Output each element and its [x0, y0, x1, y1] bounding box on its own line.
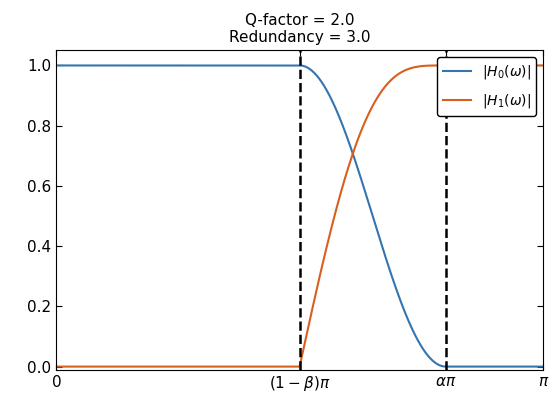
$|H_1(\omega)|$: [77, 364, 84, 369]
$|H_0(\omega)|$: [290, 63, 296, 68]
$|H_1(\omega)|$: [290, 364, 296, 369]
$|H_0(\omega)|$: [436, 363, 443, 368]
$|H_0(\omega)|$: [77, 63, 84, 68]
$|H_0(\omega)|$: [277, 63, 283, 68]
$|H_1(\omega)|$: [53, 364, 59, 369]
$|H_1(\omega)|$: [526, 63, 533, 68]
Line: $|H_1(\omega)|$: $|H_1(\omega)|$: [56, 66, 543, 367]
$|H_1(\omega)|$: [442, 63, 449, 68]
Line: $|H_0(\omega)|$: $|H_0(\omega)|$: [56, 66, 543, 367]
$|H_0(\omega)|$: [526, 364, 533, 369]
$|H_0(\omega)|$: [526, 364, 533, 369]
$|H_1(\omega)|$: [277, 364, 283, 369]
$|H_1(\omega)|$: [436, 63, 443, 68]
$|H_0(\omega)|$: [442, 364, 449, 369]
$|H_0(\omega)|$: [540, 364, 547, 369]
Title: Q-factor = 2.0
Redundancy = 3.0: Q-factor = 2.0 Redundancy = 3.0: [229, 13, 370, 45]
$|H_0(\omega)|$: [53, 63, 59, 68]
$|H_1(\omega)|$: [526, 63, 533, 68]
Legend: $|H_0(\omega)|$, $|H_1(\omega)|$: $|H_0(\omega)|$, $|H_1(\omega)|$: [437, 58, 536, 116]
$|H_1(\omega)|$: [540, 63, 547, 68]
